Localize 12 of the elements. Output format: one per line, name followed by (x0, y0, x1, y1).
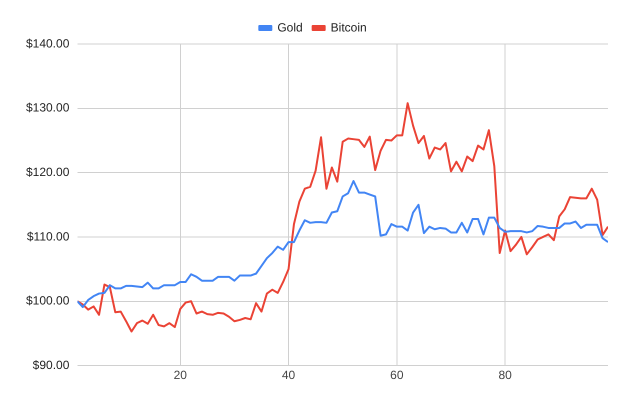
x-tick-label: 20 (174, 368, 188, 382)
legend-label: Bitcoin (330, 20, 367, 34)
y-tick-label: $120.00 (26, 164, 70, 179)
y-tick-label: $130.00 (26, 100, 70, 115)
y-tick-label: $90.00 (32, 358, 70, 372)
y-tick-label: $110.00 (26, 229, 70, 244)
y-tick-label: $100.00 (26, 294, 70, 308)
legend-label: Gold (277, 20, 303, 34)
y-tick-label: $140.00 (26, 36, 70, 50)
x-tick-label: 80 (498, 368, 512, 382)
x-tick-label: 60 (390, 368, 404, 382)
x-tick-label: 40 (282, 368, 296, 382)
